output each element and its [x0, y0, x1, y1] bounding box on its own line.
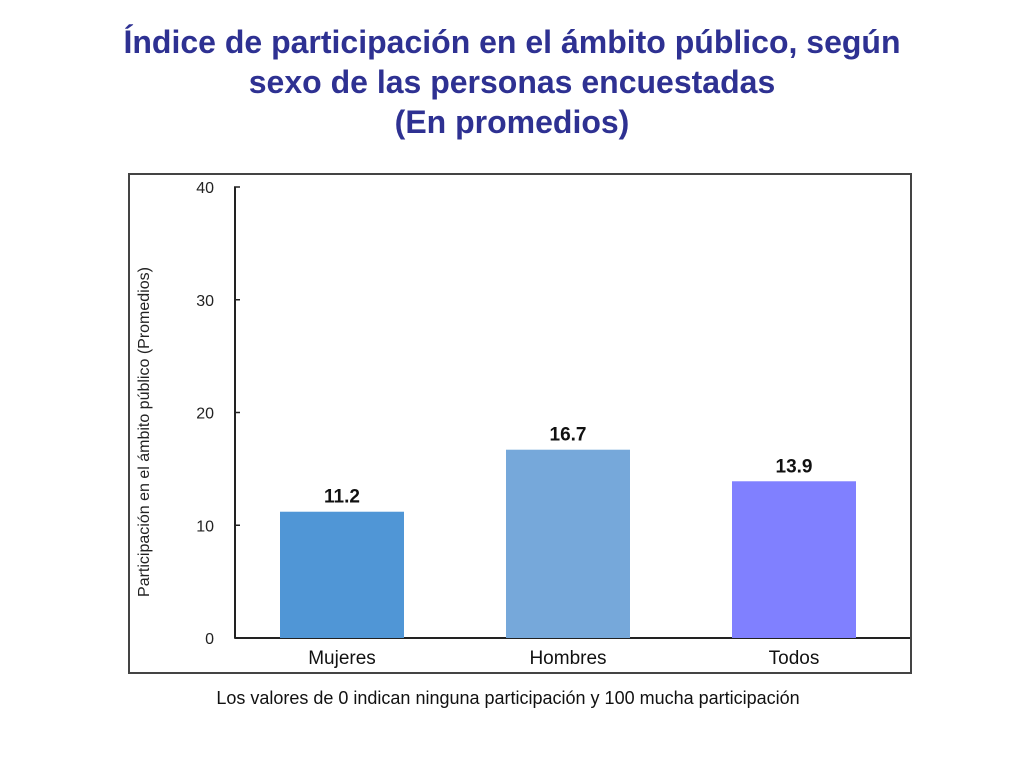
bar-chart: Participación en el ámbito público (Prom… [136, 180, 910, 669]
chart-bars: 11.2 Mujeres 16.7 Hombres 13.9 Todos [280, 425, 856, 669]
bar-value-label: 11.2 [324, 487, 360, 508]
title-line-2: sexo de las personas encuestadas [248, 64, 776, 100]
footnote: Los valores de 0 indican ninguna partici… [216, 688, 800, 708]
x-category-label: Todos [769, 648, 820, 669]
bar-value-label: 13.9 [776, 456, 813, 477]
x-category-label: Hombres [529, 648, 606, 669]
bar-todos [732, 481, 856, 638]
y-tick-label: 0 [205, 631, 214, 648]
bar-value-label: 16.7 [550, 425, 587, 446]
y-axis-label: Participación en el ámbito público (Prom… [136, 267, 153, 597]
bar-hombres [506, 449, 630, 638]
title-line-1: Índice de participación en el ámbito púb… [123, 24, 901, 60]
y-tick-label: 10 [196, 518, 214, 535]
y-tick-label: 40 [196, 180, 214, 197]
y-tick-label: 30 [196, 293, 214, 310]
title-line-3: (En promedios) [394, 104, 630, 140]
bar-mujeres [280, 511, 404, 638]
y-tick-label: 20 [196, 406, 214, 423]
x-category-label: Mujeres [308, 648, 376, 669]
slide-title: Índice de participación en el ámbito púb… [0, 22, 1024, 142]
chart-frame: Participación en el ámbito público (Prom… [128, 173, 912, 674]
